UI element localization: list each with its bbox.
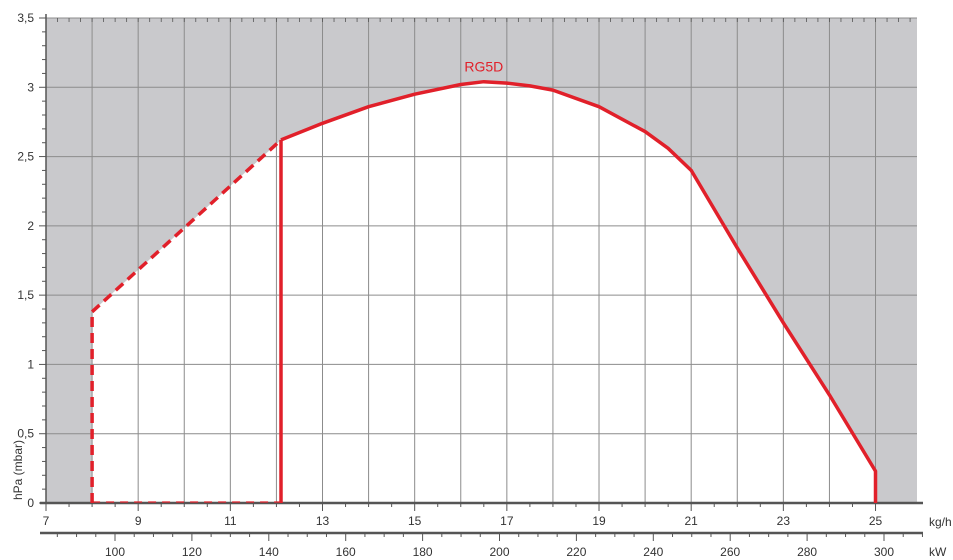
x-tick-label-kgh: 25 (869, 514, 883, 528)
y-tick-label: 1,5 (17, 288, 34, 302)
y-tick-label: 3,5 (17, 11, 34, 25)
x-tick-label-kw: 260 (720, 545, 740, 559)
y-tick-label: 0 (27, 496, 34, 510)
x-axis-unit-kw: kW (929, 545, 947, 559)
tick-labels: 0 0,5 1 1,5 2 2,5 3 3,5 7 9 11 13 15 17 19 21 23 25 100 120… (17, 11, 894, 559)
y-tick-label: 2 (27, 219, 34, 233)
y-tick-label: 0,5 (17, 427, 34, 441)
rg5d-solid-segment (280, 79, 878, 503)
x-tick-label-kgh: 15 (408, 514, 422, 528)
x-tick-label-kw: 100 (105, 545, 125, 559)
rg5d-dashed-segment (90, 138, 283, 314)
x-tick-label-kw: 300 (874, 545, 894, 559)
y-axis-title: hPa (mbar) (11, 440, 25, 500)
x-tick-label-kgh: 19 (592, 514, 606, 528)
x-tick-label-kgh: 13 (316, 514, 330, 528)
axes (39, 14, 923, 541)
x-tick-label-kgh: 9 (135, 514, 142, 528)
x-axis-unit-kgh: kg/h (929, 515, 952, 529)
y-tick-label: 3 (27, 80, 34, 94)
working-field-area (92, 81, 876, 503)
series-label-rg5d: RG5D (464, 59, 503, 75)
y-tick-label: 1 (27, 357, 34, 371)
x-tick-label-kw: 200 (489, 545, 509, 559)
y-tick-label: 2,5 (17, 150, 34, 164)
series-curves (90, 79, 878, 503)
x-tick-label-kw: 180 (413, 545, 433, 559)
x-tick-label-kw: 160 (336, 545, 356, 559)
x-tick-label-kgh: 17 (500, 514, 514, 528)
x-tick-label-kw: 280 (797, 545, 817, 559)
x-tick-label-kw: 240 (643, 545, 663, 559)
x-tick-label-kgh: 23 (777, 514, 791, 528)
x-tick-label-kw: 140 (259, 545, 279, 559)
x-tick-label-kgh: 7 (43, 514, 50, 528)
x-tick-label-kgh: 21 (685, 514, 699, 528)
x-tick-label-kgh: 11 (224, 514, 237, 528)
x-tick-label-kw: 220 (566, 545, 586, 559)
x-tick-label-kw: 120 (182, 545, 202, 559)
